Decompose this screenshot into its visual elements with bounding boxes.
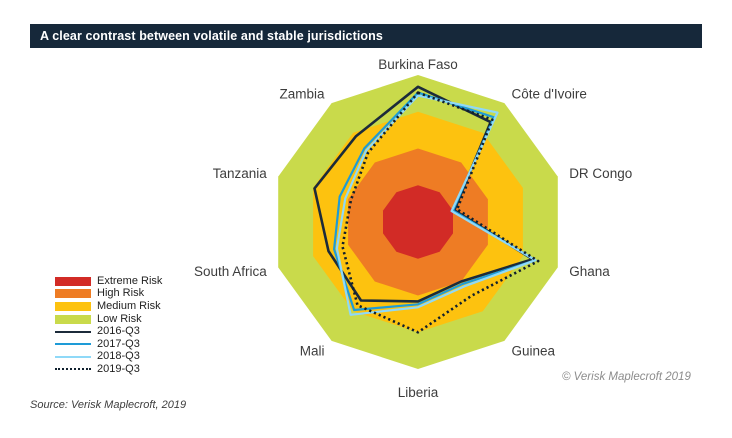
- axis-label-mali: Mali: [300, 344, 325, 359]
- legend-line-swatch: [55, 368, 91, 371]
- axis-label-dr-congo: DR Congo: [569, 166, 632, 181]
- legend-band-swatch: [55, 314, 91, 324]
- legend-item: Low Risk: [55, 312, 162, 325]
- chart-title: A clear contrast between volatile and st…: [40, 29, 383, 43]
- axis-label-ghana: Ghana: [569, 264, 610, 279]
- legend: Extreme Risk High Risk Medium Risk Low Risk…: [55, 274, 163, 375]
- legend-item: 2017-Q3: [55, 337, 162, 350]
- copyright-note: © Verisk Maplecroft 2019: [562, 371, 691, 383]
- axis-label-burkina-faso: Burkina Faso: [378, 57, 458, 72]
- legend-line-swatch: [55, 343, 91, 346]
- series-2019-Q3: [341, 91, 540, 334]
- legend-label: 2016-Q3: [97, 325, 140, 338]
- source-note: Source: Verisk Maplecroft, 2019: [30, 399, 187, 411]
- chart-title-bar: A clear contrast between volatile and st…: [30, 24, 702, 48]
- radar-chart: Burkina Faso Côte d'Ivoire DR Congo Ghana Gu…: [194, 57, 632, 398]
- legend-item: 2016-Q3: [55, 326, 162, 337]
- legend-item: Medium Risk: [55, 299, 162, 312]
- legend-band-swatch: [55, 301, 91, 311]
- legend-label: High Risk: [97, 287, 145, 300]
- legend-label: Low Risk: [97, 312, 142, 325]
- legend-label: 2017-Q3: [97, 337, 140, 350]
- series-2018-Q3: [335, 94, 537, 316]
- legend-label: 2018-Q3: [97, 350, 140, 363]
- legend-line-swatch: [55, 355, 91, 358]
- legend-band-swatch: [55, 276, 91, 286]
- axis-label-south-africa: South Africa: [194, 264, 267, 279]
- axis-label-c-te-d-ivoire: Côte d'Ivoire: [512, 86, 587, 101]
- axis-label-zambia: Zambia: [279, 86, 325, 101]
- legend-label: Extreme Risk: [97, 274, 163, 287]
- legend-label: Medium Risk: [97, 299, 161, 312]
- band-extreme-risk: [383, 185, 453, 259]
- legend-label: 2019-Q3: [97, 362, 140, 375]
- legend-item: Extreme Risk: [55, 274, 163, 287]
- legend-item: 2018-Q3: [55, 350, 162, 363]
- legend-item: 2019-Q3: [55, 362, 162, 375]
- legend-line-swatch: [55, 330, 91, 333]
- axis-label-tanzania: Tanzania: [213, 166, 268, 181]
- axis-label-guinea: Guinea: [512, 344, 556, 359]
- axis-label-liberia: Liberia: [398, 385, 439, 398]
- legend-band-swatch: [55, 289, 91, 299]
- legend-item: High Risk: [55, 287, 162, 300]
